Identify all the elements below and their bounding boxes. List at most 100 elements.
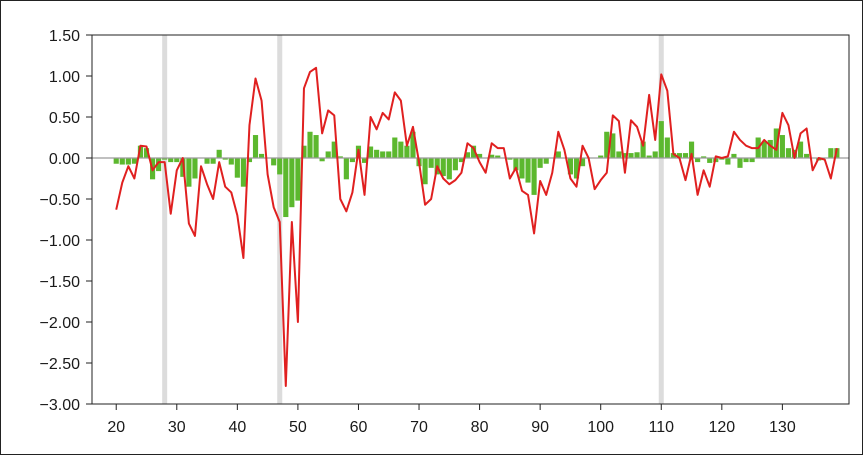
bar-49	[289, 158, 295, 208]
bar-100	[598, 155, 604, 158]
bar-121	[725, 158, 731, 165]
bar-55	[325, 151, 331, 158]
bar-78	[464, 152, 471, 158]
bar-79	[470, 145, 477, 158]
y-tick-label: 0.00	[49, 151, 80, 168]
x-tick-label: 50	[289, 419, 307, 436]
bar-40	[234, 158, 240, 178]
bar-48	[283, 158, 289, 218]
y-tick-label: −0.50	[40, 192, 81, 209]
bar-123	[737, 158, 743, 168]
bar-113	[676, 153, 683, 158]
bar-102	[610, 133, 616, 158]
bar-65	[386, 151, 392, 158]
bar-85	[507, 158, 513, 160]
bar-134	[804, 153, 810, 158]
plot-border	[91, 34, 850, 405]
y-tick-label: −2.00	[40, 315, 81, 332]
bar-71	[422, 158, 428, 185]
bar-57	[337, 156, 343, 158]
bar-83	[495, 155, 501, 158]
bar-116	[695, 158, 701, 163]
bar-51	[301, 145, 307, 158]
bar-101	[604, 131, 610, 158]
bar-77	[458, 158, 464, 163]
y-tick-label: −2.50	[40, 356, 81, 373]
y-tick-label: −1.50	[40, 274, 81, 291]
bar-52	[307, 131, 313, 158]
bar-96	[573, 158, 580, 179]
bar-129	[773, 128, 779, 158]
x-tick-label: 90	[531, 419, 549, 436]
x-tick-label: 70	[410, 419, 428, 436]
bar-21	[119, 158, 125, 165]
bar-27	[156, 158, 162, 172]
y-tick-label: 1.00	[49, 69, 80, 86]
x-tick-label: 60	[350, 419, 368, 436]
bar-122	[731, 153, 737, 158]
bar-93	[555, 151, 561, 158]
bar-91	[543, 158, 549, 164]
bar-46	[271, 158, 277, 166]
bar-53	[313, 135, 319, 158]
bar-39	[228, 158, 234, 165]
y-tick-label: −3.00	[40, 397, 81, 414]
bar-106	[634, 152, 640, 158]
bar-89	[531, 158, 537, 195]
bar-114	[682, 153, 689, 158]
bar-35	[204, 158, 210, 164]
x-tick-label: 40	[228, 419, 246, 436]
bar-44	[258, 153, 265, 158]
axes	[91, 34, 850, 405]
bar-series	[113, 121, 840, 218]
bar-80	[477, 153, 483, 158]
bar-38	[222, 158, 228, 160]
bar-86	[513, 158, 519, 171]
x-tick-label: 120	[708, 419, 735, 436]
x-tick-label: 110	[649, 419, 675, 436]
bar-24	[137, 145, 144, 158]
bar-36	[210, 158, 216, 164]
bar-54	[319, 158, 325, 162]
x-tick-label: 30	[168, 419, 186, 436]
bar-108	[646, 155, 652, 158]
y-axis-ticks: −3.00 −2.50 −2.00 −1.50 −1.00 −0.50 0.00 0.50 1.…	[40, 28, 92, 414]
bar-59	[349, 158, 355, 163]
bar-115	[688, 141, 695, 158]
bar-72	[428, 158, 434, 168]
bar-64	[380, 151, 386, 158]
bar-88	[525, 158, 531, 183]
line-series	[115, 66, 838, 387]
bar-127	[761, 141, 767, 158]
bar-124	[743, 158, 749, 163]
bar-105	[628, 153, 634, 158]
y-tick-label: 0.50	[49, 110, 80, 127]
y-tick-label: 1.50	[49, 28, 80, 45]
bar-103	[616, 151, 622, 158]
bar-42	[246, 158, 253, 163]
bar-58	[343, 158, 349, 180]
bar-104	[622, 153, 628, 158]
bar-37	[216, 149, 222, 158]
reference-line-2	[658, 35, 664, 404]
bar-47	[277, 158, 283, 175]
bar-50	[295, 158, 301, 201]
x-tick-label: 80	[471, 419, 489, 436]
bar-97	[579, 158, 586, 167]
bar-75	[446, 158, 452, 180]
bar-107	[640, 141, 646, 158]
bar-117	[701, 156, 707, 158]
bar-125	[749, 158, 755, 163]
bar-22	[125, 158, 131, 165]
bar-66	[392, 137, 398, 158]
bar-62	[368, 146, 374, 158]
bar-67	[398, 141, 404, 158]
bar-110	[658, 121, 664, 158]
bar-76	[452, 158, 458, 171]
bar-28	[162, 158, 168, 160]
bar-74	[440, 158, 446, 177]
bar-95	[567, 158, 573, 175]
bar-109	[652, 151, 658, 158]
